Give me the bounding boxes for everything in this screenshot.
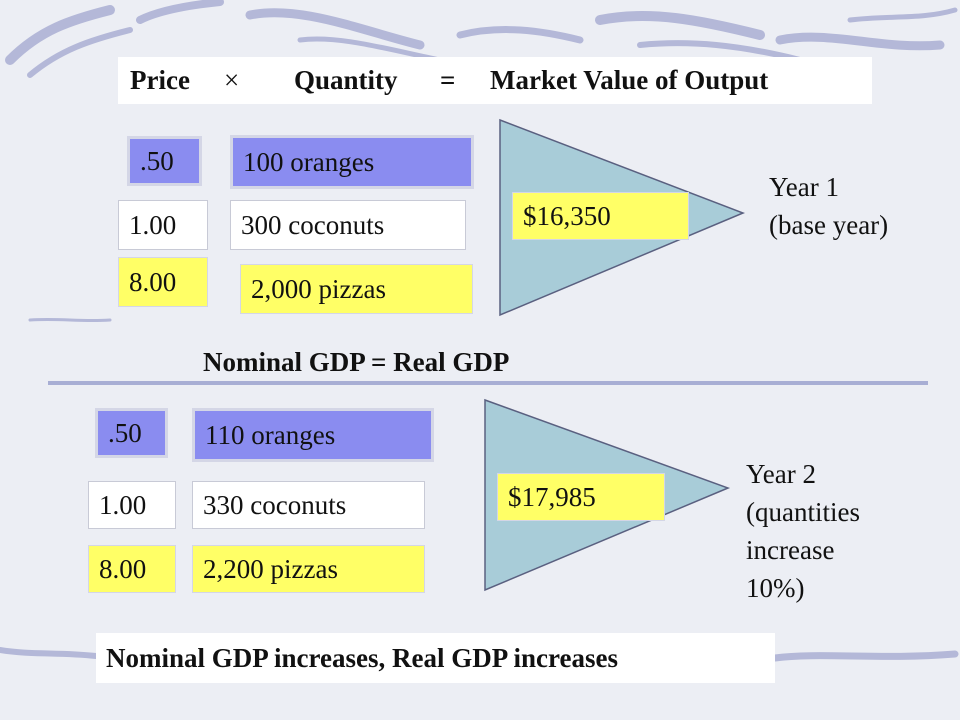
year2-label-line4: 10%) [746, 573, 805, 603]
year1-total-value: $16,350 [512, 192, 689, 240]
year1-price-coconuts: 1.00 [118, 200, 208, 250]
year1-qty-coconuts: 300 coconuts [230, 200, 466, 250]
year2-label-line2: (quantities [746, 497, 860, 527]
year2-price-coconuts: 1.00 [88, 481, 176, 529]
year1-label: Year 1 (base year) [769, 168, 888, 244]
year2-total-value: $17,985 [497, 473, 665, 521]
year2-label-line3: increase [746, 535, 835, 565]
year2-price-oranges: .50 [95, 408, 168, 458]
footer-conclusion: Nominal GDP increases, Real GDP increase… [96, 633, 775, 683]
year2-qty-pizzas: 2,200 pizzas [192, 545, 425, 593]
year1-price-oranges: .50 [127, 136, 202, 186]
year2-qty-coconuts: 330 coconuts [192, 481, 425, 529]
section-divider [48, 381, 928, 385]
year2-label: Year 2 (quantities increase 10%) [746, 455, 860, 607]
year1-label-line1: Year 1 [769, 172, 840, 202]
formula-header: Price × Quantity = Market Value of Outpu… [118, 57, 872, 104]
header-times-sign: × [224, 65, 240, 95]
nominal-equals-real-note: Nominal GDP = Real GDP [203, 347, 510, 377]
header-equals-sign: = [440, 65, 456, 95]
year2-price-pizzas: 8.00 [88, 545, 176, 593]
year1-price-pizzas: 8.00 [118, 257, 208, 307]
header-quantity: Quantity [294, 65, 398, 95]
year1-label-line2: (base year) [769, 210, 889, 240]
year1-qty-oranges: 100 oranges [230, 135, 474, 189]
year2-label-line1: Year 2 [746, 459, 817, 489]
year2-qty-oranges: 110 oranges [192, 408, 434, 462]
year1-qty-pizzas: 2,000 pizzas [240, 264, 473, 314]
header-market-value: Market Value of Output [490, 65, 769, 95]
header-price: Price [130, 65, 190, 95]
